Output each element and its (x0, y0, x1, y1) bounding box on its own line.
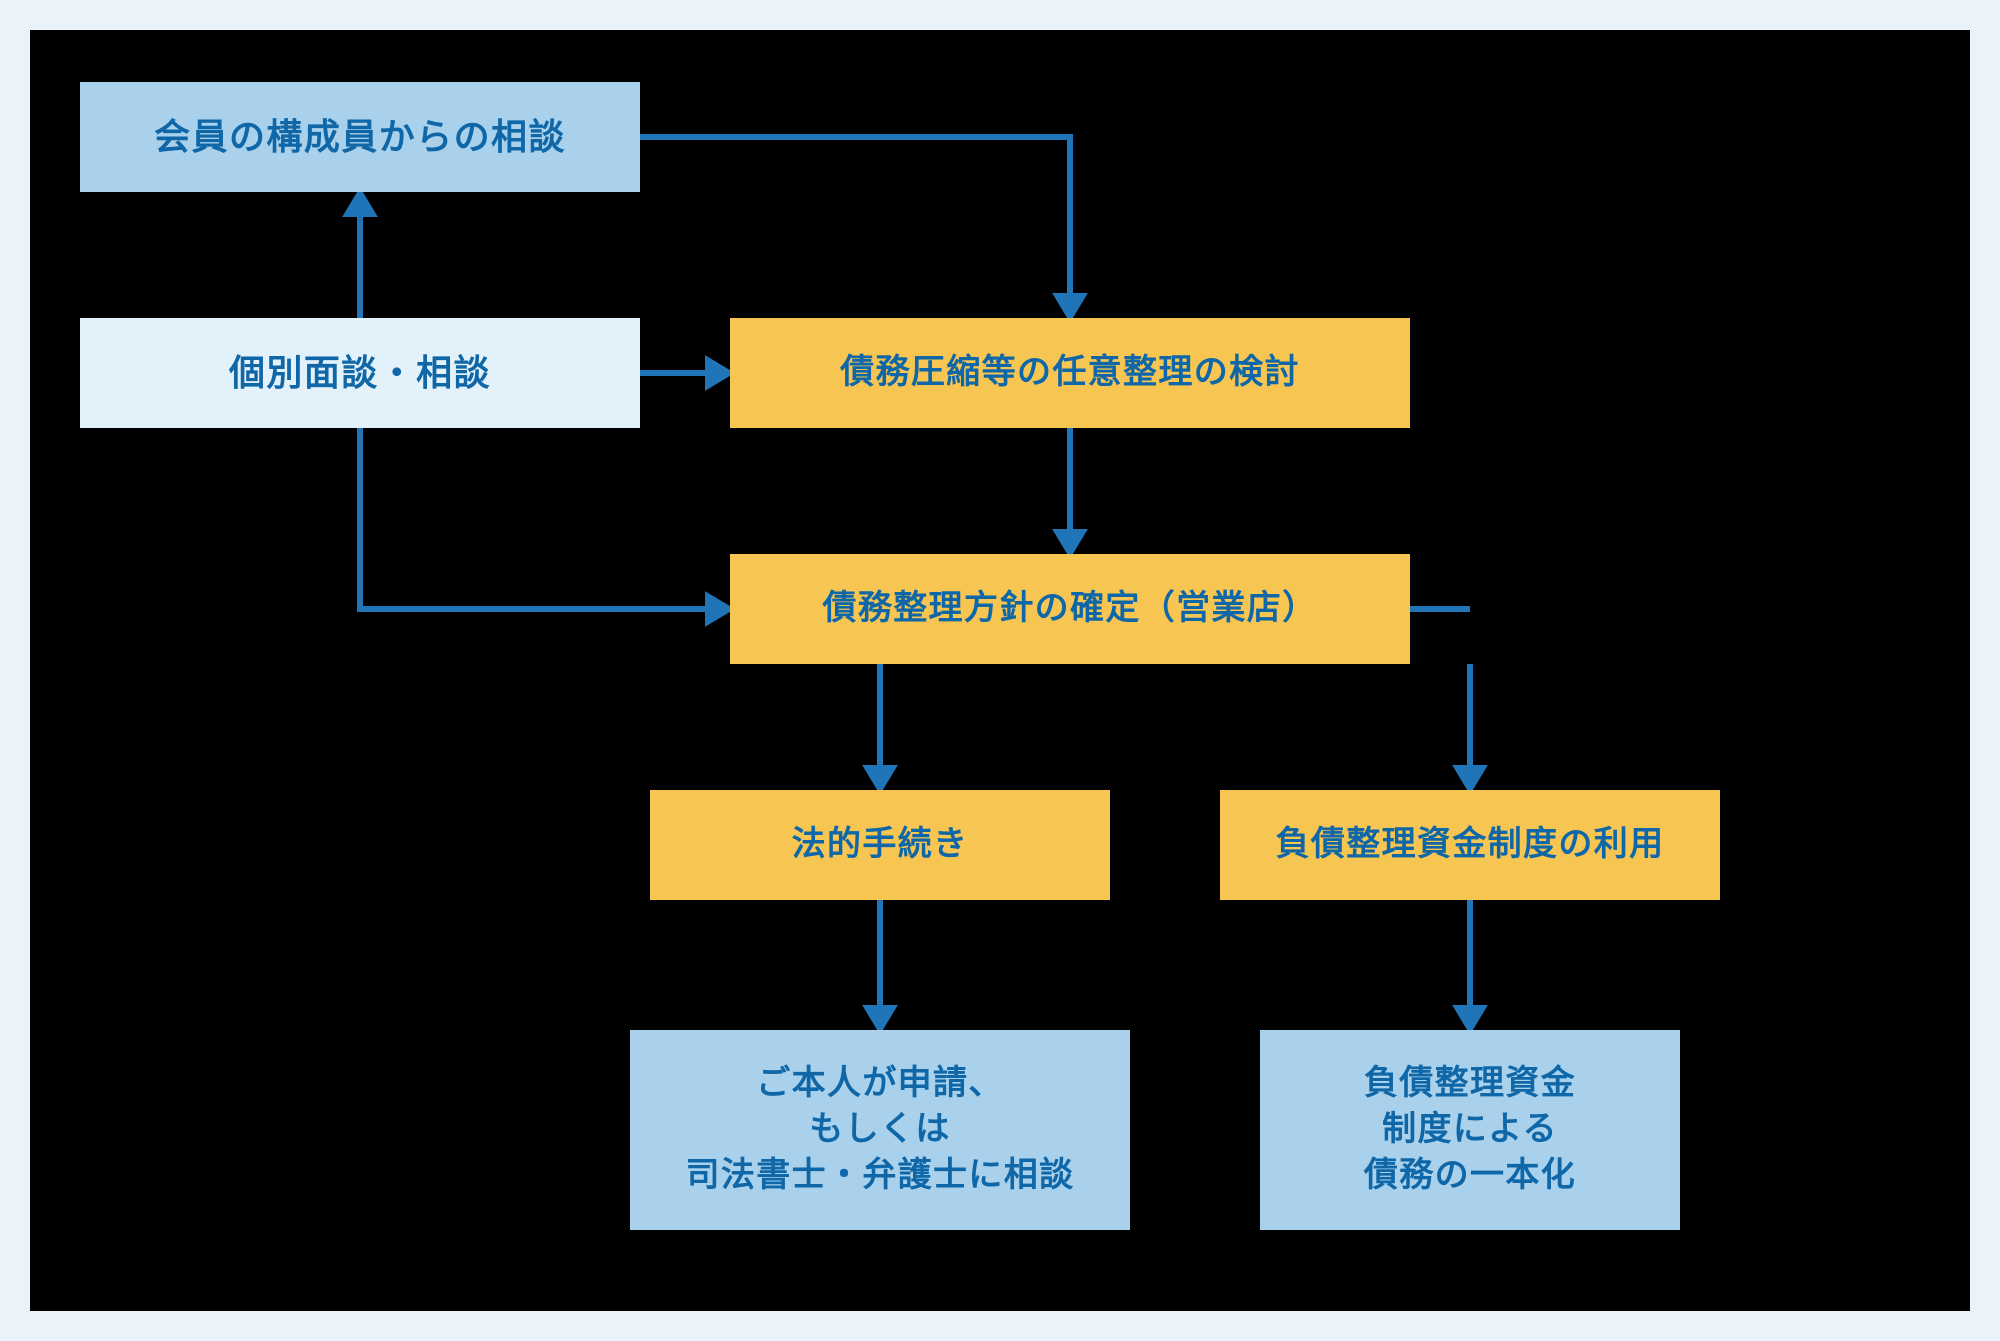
node-policy-decision: 債務整理方針の確定（営業店） (730, 554, 1410, 664)
node-legal-procedure: 法的手続き (650, 790, 1110, 900)
node-debt-fund-system: 負債整理資金制度の利用 (1220, 790, 1720, 900)
flowchart-canvas: 会員の構成員からの相談 個別面談・相談 債務圧縮等の任意整理の検討 債務整理方針… (30, 30, 1970, 1311)
node-individual-interview: 個別面談・相談 (80, 318, 640, 428)
node-voluntary-review: 債務圧縮等の任意整理の検討 (730, 318, 1410, 428)
node-apply-or-consult-lawyer: ご本人が申請、 もしくは 司法書士・弁護士に相談 (630, 1030, 1130, 1230)
node-debt-consolidation: 負債整理資金 制度による 債務の一本化 (1260, 1030, 1680, 1230)
node-consultation-from-member: 会員の構成員からの相談 (80, 82, 640, 192)
